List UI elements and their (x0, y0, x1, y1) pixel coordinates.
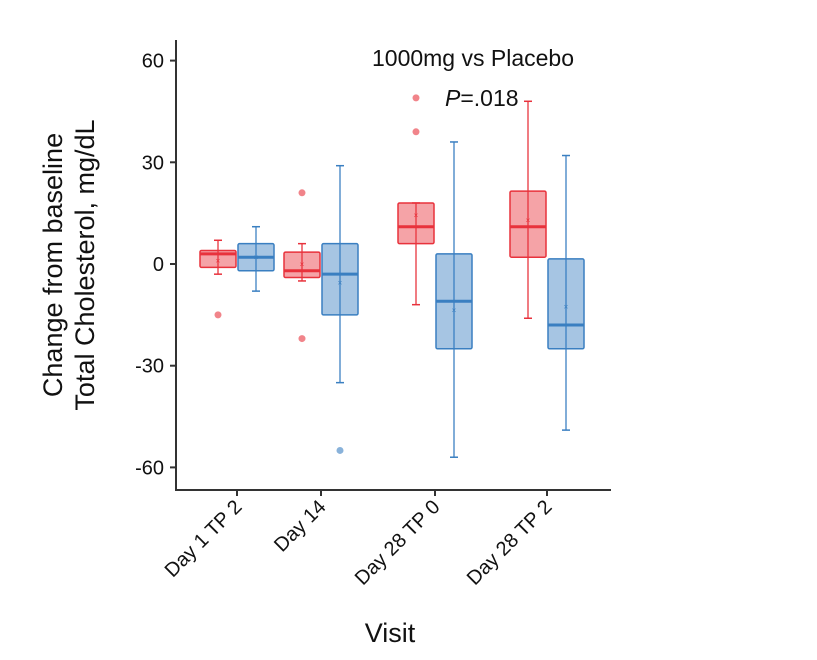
annotation-p-value: P=.018 (445, 85, 519, 111)
mean-marker: × (452, 306, 457, 315)
x-tick-label: Day 28 TP 2 (463, 496, 557, 590)
box-blue-1: × (321, 164, 359, 454)
y-tick-label: 30 (142, 152, 164, 174)
x-tick-label: Day 28 TP 0 (351, 496, 445, 590)
box-red-3: × (509, 100, 547, 319)
x-axis-label: Visit (365, 618, 416, 648)
x-tick-label: Day 14 (270, 496, 330, 556)
y-axis-label: Change from baseline Total Cholesterol, … (38, 119, 100, 410)
outlier-point (214, 311, 222, 319)
mean-marker: × (414, 211, 419, 220)
box-red-1: × (283, 189, 321, 343)
outlier-point (336, 446, 344, 454)
y-tick-label: -60 (135, 457, 164, 479)
mean-marker: × (216, 257, 221, 266)
mean-marker: × (338, 279, 343, 288)
box-red-0: × (199, 239, 237, 319)
outlier-point (412, 128, 420, 136)
box-blue-2: × (435, 141, 473, 458)
box-red-2: × (397, 94, 435, 306)
box-iqr (397, 202, 435, 245)
mean-marker: × (526, 216, 531, 225)
y-axis-label-line1: Change from baseline (38, 133, 68, 397)
p-label: P (445, 85, 461, 111)
box-blue-0: × (237, 225, 275, 292)
mean-marker: × (300, 260, 305, 269)
mean-marker: × (564, 302, 569, 311)
outlier-point (298, 189, 306, 197)
box-blue-3: × (547, 154, 585, 431)
y-tick-label: 0 (153, 254, 164, 276)
outlier-point (298, 335, 306, 343)
mean-marker: × (254, 253, 259, 262)
y-tick-label: -30 (135, 356, 164, 378)
y-tick-label: 60 (142, 51, 164, 73)
p-value: =.018 (460, 85, 518, 111)
box-iqr (321, 242, 359, 316)
outlier-point (412, 94, 420, 102)
y-axis-label-line2: Total Cholesterol, mg/dL (70, 119, 100, 410)
annotation-title: 1000mg vs Placebo (372, 45, 574, 71)
x-tick-label: Day 1 TP 2 (161, 496, 247, 582)
box-iqr (509, 190, 547, 258)
